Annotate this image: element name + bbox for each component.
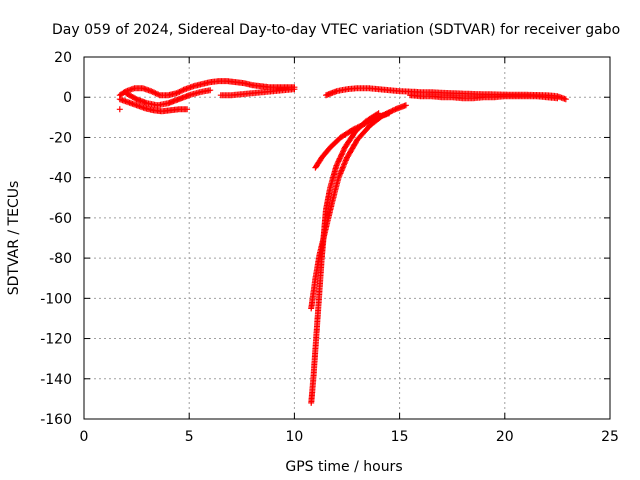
y-tick-label: -140: [40, 372, 72, 388]
y-axis-label: SDTVAR / TECUs: [6, 181, 22, 296]
plot-frame: [83, 56, 611, 420]
y-tick-label: -160: [40, 412, 72, 428]
x-tick-label: 25: [601, 429, 619, 445]
series-outlier: [116, 106, 123, 113]
y-tick-label: -120: [40, 332, 72, 348]
x-tick-label: 10: [285, 429, 303, 445]
grid-lines: [84, 57, 610, 419]
y-tick-label: 0: [63, 90, 72, 106]
x-tick-label: 0: [80, 429, 89, 445]
data-points: [116, 78, 569, 406]
y-tick-label: -40: [49, 171, 72, 187]
series-upper-band-arc-F: [407, 92, 561, 102]
series-upper-band-arc-B: [116, 96, 191, 115]
data-point-markers: [217, 86, 298, 99]
series-upper-band-arc-D: [217, 86, 298, 99]
y-tick-label: -20: [49, 130, 72, 146]
data-point-markers: [123, 87, 214, 109]
axis-ticks: 0 5 10 15 20 25 20 0 -20 -40 -60 -80 -100 -120 -140 -16…: [40, 50, 619, 445]
x-tick-label: 20: [496, 429, 514, 445]
data-point-markers: [407, 92, 561, 102]
data-point-markers: [116, 78, 298, 99]
data-point-markers: [312, 110, 393, 171]
data-point-markers: [116, 96, 191, 115]
series-dip-arc-middle: [308, 102, 409, 312]
data-point-markers: [308, 102, 409, 312]
y-tick-label: -80: [49, 251, 72, 267]
y-tick-label: -100: [40, 291, 72, 307]
x-axis-label: GPS time / hours: [285, 459, 402, 475]
data-point-markers: [116, 106, 123, 113]
x-tick-label: 5: [185, 429, 194, 445]
y-tick-label: -60: [49, 211, 72, 227]
y-tick-label: 20: [54, 50, 72, 66]
chart-title: Day 059 of 2024, Sidereal Day-to-day VTE…: [52, 22, 620, 38]
series-upper-band-arc-A: [116, 78, 298, 99]
x-tick-label: 15: [391, 429, 409, 445]
series-dip-arc-right: [312, 110, 393, 171]
series-upper-band-arc-C: [123, 87, 214, 109]
